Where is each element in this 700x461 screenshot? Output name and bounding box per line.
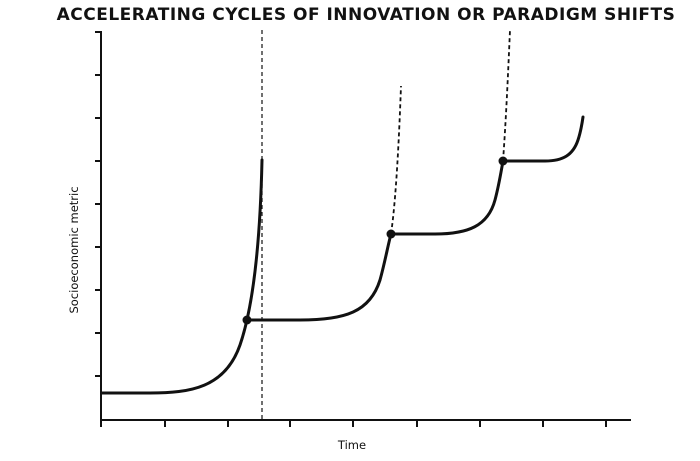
transition-point-3 bbox=[498, 156, 508, 166]
cycle-4-curve bbox=[501, 115, 585, 163]
x-ticks bbox=[100, 420, 607, 427]
y-axis-label: Socioeconomic metric bbox=[67, 186, 81, 313]
diagram-title: ACCELERATING CYCLES OF INNOVATION OR PAR… bbox=[57, 5, 676, 25]
cycle-2-curve bbox=[245, 232, 393, 322]
cycle-3-curve bbox=[389, 159, 505, 236]
transition-point-1 bbox=[242, 315, 252, 325]
cycle-1-curve bbox=[100, 158, 264, 395]
y-ticks bbox=[95, 31, 101, 377]
x-axis-label: Time bbox=[337, 438, 366, 452]
cycle-2-extension bbox=[390, 85, 402, 235]
transition-point-2 bbox=[386, 229, 396, 239]
cycle-3-extension bbox=[502, 29, 511, 162]
